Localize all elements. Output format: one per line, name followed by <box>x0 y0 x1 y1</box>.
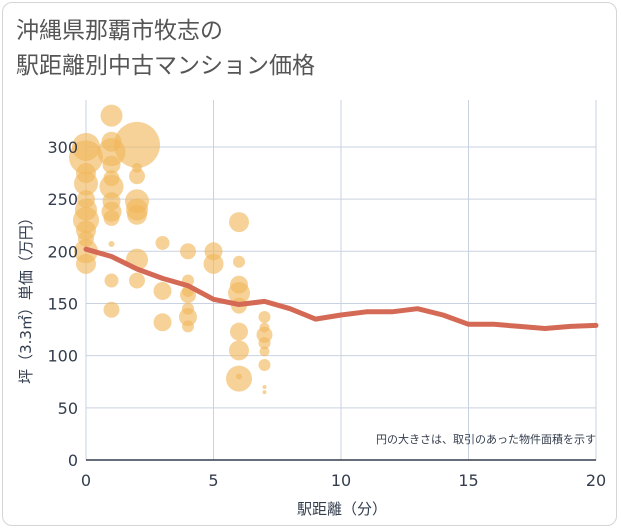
x-tick-label-15: 15 <box>458 471 478 490</box>
grid-lines <box>85 100 597 460</box>
y-tick-labels: 0 50 100 150 200 250 300 <box>47 138 78 470</box>
x-tick-label-5: 5 <box>208 471 218 490</box>
y-tick-label-0: 0 <box>68 451 78 470</box>
bubble-point <box>180 243 196 260</box>
bubble-point <box>258 311 271 324</box>
bubble-point <box>108 241 115 247</box>
bubble-point <box>182 320 194 333</box>
bubble-point <box>103 209 120 226</box>
y-tick-label-200: 200 <box>47 242 78 261</box>
bubble-point <box>179 308 197 327</box>
y-tick-label-100: 100 <box>47 347 78 366</box>
y-tick-label-300: 300 <box>47 138 78 157</box>
bubble-size-note: 円の大きさは、取引のあった物件面積を示す <box>376 432 596 446</box>
bubble-point <box>103 301 120 318</box>
bubble-point <box>100 104 123 127</box>
bubble-point <box>229 340 249 361</box>
bubble-point <box>102 155 121 174</box>
bubble-point <box>114 121 160 168</box>
y-tick-label-50: 50 <box>58 399 78 418</box>
bubble-point <box>155 235 170 250</box>
average-price-line <box>83 246 599 331</box>
x-tick-label-20: 20 <box>586 471 606 490</box>
y-tick-label-150: 150 <box>47 294 78 313</box>
x-tick-label-10: 10 <box>331 471 351 490</box>
bubble-point <box>129 272 145 289</box>
y-axis-label: 坪（3.3㎡）単価（万円） <box>17 210 35 384</box>
bubble-point <box>127 204 147 225</box>
bubble-point <box>228 282 250 305</box>
x-tick-label-0: 0 <box>81 471 91 490</box>
chart-title: 沖縄県那覇市牧志の 駅距離別中古マンション価格 <box>16 18 315 79</box>
bubble-point <box>69 140 103 175</box>
bubble-point <box>153 313 172 332</box>
bubble-point <box>153 281 172 300</box>
bubble-point <box>230 322 248 341</box>
bubble-point <box>262 384 267 389</box>
bubble-point <box>229 212 249 233</box>
bubble-point <box>99 174 124 199</box>
y-tick-label-250: 250 <box>47 190 78 209</box>
bubble-point <box>233 255 245 268</box>
bubble-point <box>74 171 98 196</box>
bubble-point <box>259 346 270 357</box>
bubble-point <box>104 273 119 288</box>
bubble-point <box>203 253 224 274</box>
bubble-point <box>258 359 271 372</box>
bubble-point <box>226 365 252 392</box>
bubble-point <box>129 168 145 185</box>
bubbles-layer <box>69 104 273 395</box>
chart-card <box>2 2 617 526</box>
x-axis-label: 駅距離（分） <box>297 500 387 518</box>
bubble-point <box>76 253 96 274</box>
x-tick-labels: 0 5 10 15 20 <box>81 471 606 490</box>
bubble-point <box>262 390 267 395</box>
bubble-point <box>258 337 271 350</box>
bubble-point <box>180 287 196 304</box>
